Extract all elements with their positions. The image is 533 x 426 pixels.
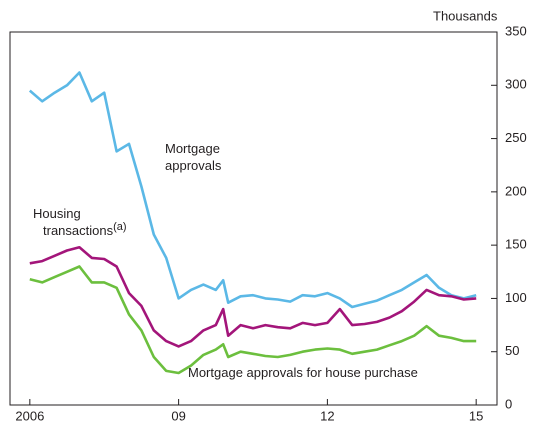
y-tick-label: 50 [505,343,519,358]
series-label-text: Mortgage approvals for house purchase [188,365,418,380]
series-line [28,71,477,309]
y-tick-label: 300 [505,77,527,92]
series-label: Mortgage approvals for house purchase [188,365,418,380]
series-label-superscript: (a) [113,221,126,233]
y-tick-label: 100 [505,290,527,305]
y-tick-label: 150 [505,237,527,252]
series-line [29,246,477,348]
x-tick-label: 12 [320,408,334,423]
y-tick-label: 0 [505,396,512,411]
series-label: Housing [33,206,81,221]
x-tick-label: 15 [469,408,483,423]
x-tick-label: 2006 [15,408,44,423]
series-label: Mortgage [165,141,220,156]
series-label-text: approvals [165,158,222,173]
y-tick-label: 250 [505,130,527,145]
plot-frame [9,31,498,406]
series-label: approvals [165,158,222,173]
series-label-text: Housing [33,206,81,221]
y-tick-label: 200 [505,183,527,198]
x-tick-label: 09 [171,408,185,423]
unit-label: Thousands [433,8,498,23]
series-label: transactions(a) [43,221,127,239]
y-tick-label: 350 [505,23,527,38]
series-label-text: transactions [43,223,114,238]
series-label-text: Mortgage [165,141,220,156]
series-line [29,265,477,375]
